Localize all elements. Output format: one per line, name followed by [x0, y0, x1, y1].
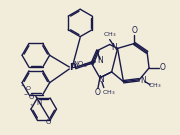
Text: $^-$O: $^-$O	[20, 84, 32, 92]
Text: O: O	[95, 88, 101, 97]
Text: CH$_3$: CH$_3$	[103, 30, 116, 39]
Text: N: N	[36, 100, 41, 106]
Text: CH$_3$: CH$_3$	[148, 81, 162, 90]
Text: O: O	[160, 63, 166, 72]
Text: NO$_2$: NO$_2$	[73, 60, 87, 70]
Text: CH$_3$: CH$_3$	[102, 88, 115, 97]
Text: O: O	[46, 119, 51, 125]
Text: $^-$O: $^-$O	[22, 92, 36, 101]
Text: N: N	[111, 43, 116, 52]
Text: N: N	[98, 75, 104, 84]
Text: $^+$: $^+$	[29, 103, 35, 108]
Text: P: P	[69, 63, 76, 72]
Text: O: O	[131, 26, 137, 35]
Text: N: N	[97, 56, 103, 65]
Text: N: N	[140, 76, 146, 85]
